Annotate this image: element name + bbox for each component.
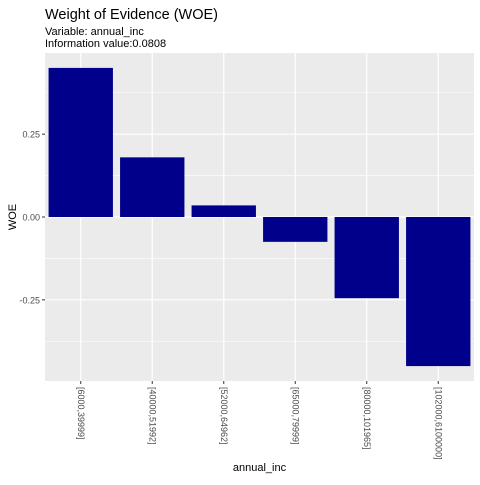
y-tick-label: -0.25 bbox=[19, 295, 40, 305]
x-tick-label: [102000,6100000] bbox=[433, 387, 443, 460]
x-axis-title: annual_inc bbox=[233, 462, 287, 474]
x-tick-label: [80000,101965] bbox=[362, 387, 372, 450]
x-tick-label: [40000,51992] bbox=[147, 387, 157, 445]
y-tick-label: 0.00 bbox=[22, 213, 40, 223]
bar-6 bbox=[406, 217, 471, 367]
bar-1 bbox=[48, 67, 113, 217]
bar-4 bbox=[263, 217, 328, 242]
chart-title: Weight of Evidence (WOE) bbox=[45, 7, 218, 23]
chart-subtitle-information-value: Information value:0.0808 bbox=[45, 38, 166, 50]
bar-3 bbox=[191, 205, 256, 217]
x-tick-label: [52000,64962] bbox=[219, 387, 229, 445]
y-axis: -0.25 0.00 0.25 bbox=[19, 130, 45, 305]
x-axis: [6000,39999] [40000,51992] [52000,64962] [6… bbox=[76, 381, 443, 460]
y-axis-title: WOE bbox=[7, 204, 19, 230]
x-tick-label: [65000,79999] bbox=[290, 387, 300, 445]
bars bbox=[48, 67, 471, 367]
bar-5 bbox=[334, 217, 399, 299]
bar-2 bbox=[120, 157, 185, 217]
x-tick-label: [6000,39999] bbox=[76, 387, 86, 440]
y-tick-label: 0.25 bbox=[22, 130, 40, 140]
chart-subtitle-variable: Variable: annual_inc bbox=[45, 26, 144, 38]
